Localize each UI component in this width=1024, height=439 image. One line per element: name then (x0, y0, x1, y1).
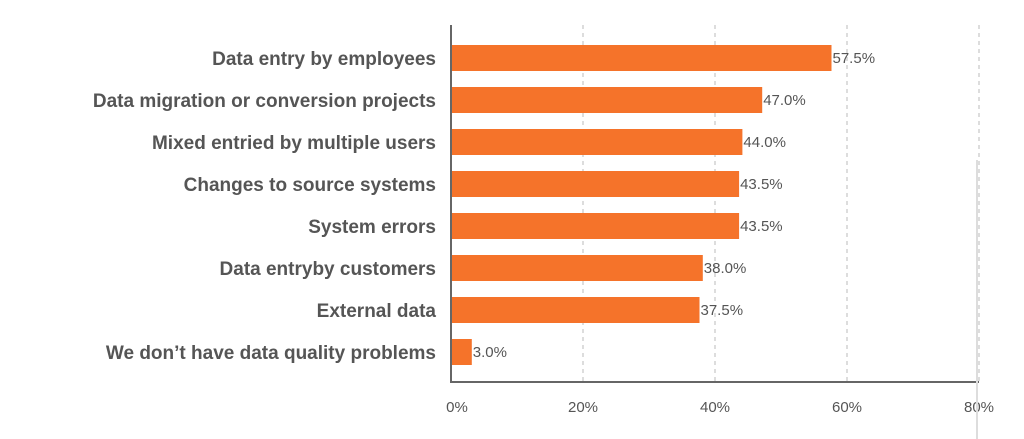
bar (452, 87, 763, 113)
x-tick-label: 40% (700, 399, 730, 416)
x-tick-label: 20% (568, 399, 598, 416)
bar (452, 45, 832, 71)
data-label: 43.5% (740, 218, 783, 235)
category-label: Changes to source systems (184, 175, 436, 196)
bar (452, 213, 740, 239)
category-label: Mixed entried by multiple users (152, 133, 436, 154)
category-label: Data entryby customers (220, 259, 436, 280)
x-tick-label: 80% (964, 399, 994, 416)
category-label: External data (317, 301, 437, 322)
bar (452, 297, 700, 323)
data-label: 43.5% (740, 176, 783, 193)
bar (452, 255, 703, 281)
category-label: System errors (308, 217, 436, 238)
data-label: 44.0% (743, 134, 786, 151)
bar (452, 129, 743, 155)
data-label: 3.0% (473, 344, 507, 361)
bar (452, 339, 472, 365)
category-label: Data entry by employees (212, 49, 436, 70)
category-label: Data migration or conversion projects (93, 91, 436, 112)
data-label: 38.0% (704, 260, 747, 277)
data-label: 57.5% (833, 50, 876, 67)
data-label: 47.0% (763, 92, 806, 109)
data-label: 37.5% (701, 302, 744, 319)
x-tick-label: 60% (832, 399, 862, 416)
category-label: We don’t have data quality problems (106, 343, 436, 364)
bar (452, 171, 740, 197)
x-tick-label: 0% (446, 399, 468, 416)
